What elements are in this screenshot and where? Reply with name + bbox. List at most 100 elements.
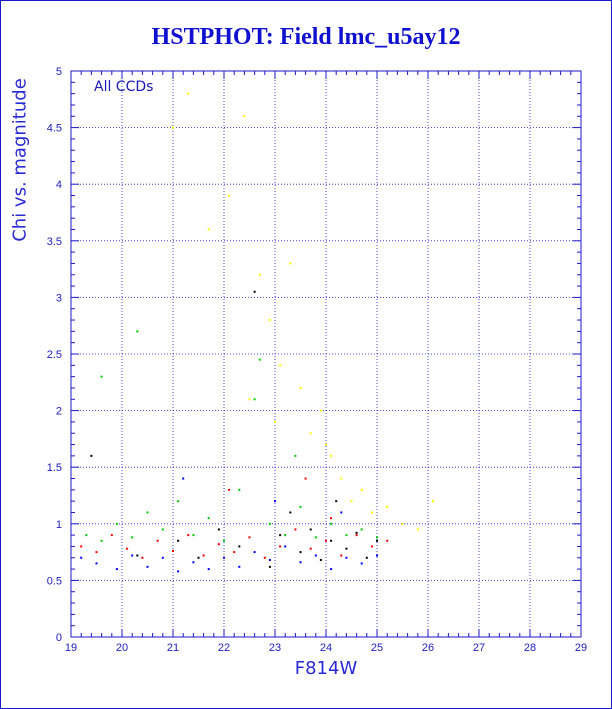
x-axis-label: F814W <box>294 658 358 679</box>
data-point <box>376 536 378 539</box>
x-tick-label: 28 <box>524 642 536 654</box>
data-point <box>314 536 317 539</box>
data-point <box>360 488 363 491</box>
data-point <box>299 551 302 554</box>
data-point <box>115 522 118 525</box>
data-point <box>370 511 373 514</box>
data-points <box>80 92 435 573</box>
data-point <box>182 477 185 480</box>
data-point <box>126 547 129 550</box>
y-tick-label: 1 <box>56 519 62 531</box>
data-point <box>177 570 180 573</box>
y-tick-label: 0 <box>56 632 62 644</box>
data-point <box>345 556 348 559</box>
x-tick-label: 26 <box>422 642 434 654</box>
data-point <box>330 517 333 520</box>
y-tick-label: 5 <box>56 66 62 78</box>
data-point <box>345 547 348 550</box>
data-point <box>268 319 271 322</box>
data-point <box>248 398 251 401</box>
data-point <box>376 554 378 557</box>
data-point <box>304 477 307 480</box>
data-point <box>115 568 118 571</box>
data-point <box>228 194 231 197</box>
grid-lines <box>70 70 582 638</box>
y-tick-label: 4 <box>56 179 62 191</box>
data-point <box>279 545 282 548</box>
data-point <box>340 554 343 557</box>
data-point <box>274 420 276 423</box>
data-point <box>340 477 343 480</box>
data-point <box>299 561 302 564</box>
data-point <box>386 505 389 508</box>
data-point <box>350 500 353 503</box>
data-point <box>268 559 271 562</box>
x-tick-label: 25 <box>371 642 383 654</box>
data-point <box>207 568 210 571</box>
data-point <box>238 545 241 548</box>
data-point <box>238 488 241 491</box>
data-point <box>177 539 180 542</box>
data-point <box>330 454 333 457</box>
data-point <box>95 562 98 565</box>
data-point <box>223 556 225 559</box>
axis-ticks: 19 20 21 22 23 24 25 26 27 28 29 0 0.5 1 1.5 2 2.5 3 3.5 4 4… <box>47 66 587 654</box>
y-tick-label: 2.5 <box>47 349 62 361</box>
data-point <box>299 386 302 389</box>
data-point <box>274 500 276 503</box>
data-point <box>217 543 220 546</box>
data-point <box>146 565 149 568</box>
y-tick-label: 0.5 <box>47 575 62 587</box>
data-point <box>365 556 368 559</box>
data-point <box>309 432 312 435</box>
data-point <box>100 375 103 378</box>
data-point <box>192 561 195 564</box>
data-point <box>386 539 389 542</box>
data-point <box>416 528 419 531</box>
data-point <box>268 565 271 568</box>
data-point <box>253 398 256 401</box>
data-point <box>314 554 317 557</box>
data-point <box>202 554 205 557</box>
data-point <box>309 547 312 550</box>
data-point <box>85 534 88 537</box>
data-point <box>330 568 333 571</box>
data-point <box>279 534 282 537</box>
data-point <box>136 330 139 333</box>
data-point <box>177 500 180 503</box>
data-point <box>131 554 134 557</box>
data-point <box>370 545 373 548</box>
data-point <box>432 500 435 503</box>
data-point <box>248 536 251 539</box>
data-point <box>330 522 333 525</box>
data-point <box>279 364 282 367</box>
data-point <box>340 511 343 514</box>
data-point <box>330 539 333 542</box>
data-point <box>141 556 144 559</box>
data-point <box>253 551 256 554</box>
data-point <box>100 539 103 542</box>
data-point <box>80 545 83 548</box>
data-point <box>319 559 322 562</box>
data-point <box>258 273 261 276</box>
data-point <box>207 228 210 231</box>
x-tick-label: 23 <box>269 642 281 654</box>
data-point <box>360 562 363 565</box>
data-point <box>325 443 327 446</box>
x-tick-label: 29 <box>575 642 587 654</box>
data-point <box>146 511 149 514</box>
data-point <box>192 534 195 537</box>
y-tick-label: 4.5 <box>47 123 62 135</box>
data-point <box>243 115 246 118</box>
data-point <box>294 528 297 531</box>
x-tick-label: 27 <box>473 642 485 654</box>
x-tick-label: 21 <box>167 642 179 654</box>
data-point <box>161 556 164 559</box>
data-point <box>207 517 210 520</box>
data-point <box>335 500 338 503</box>
y-tick-label: 3.5 <box>47 236 62 248</box>
y-tick-label: 2 <box>56 406 62 418</box>
data-point <box>263 556 266 559</box>
data-point <box>110 534 113 537</box>
